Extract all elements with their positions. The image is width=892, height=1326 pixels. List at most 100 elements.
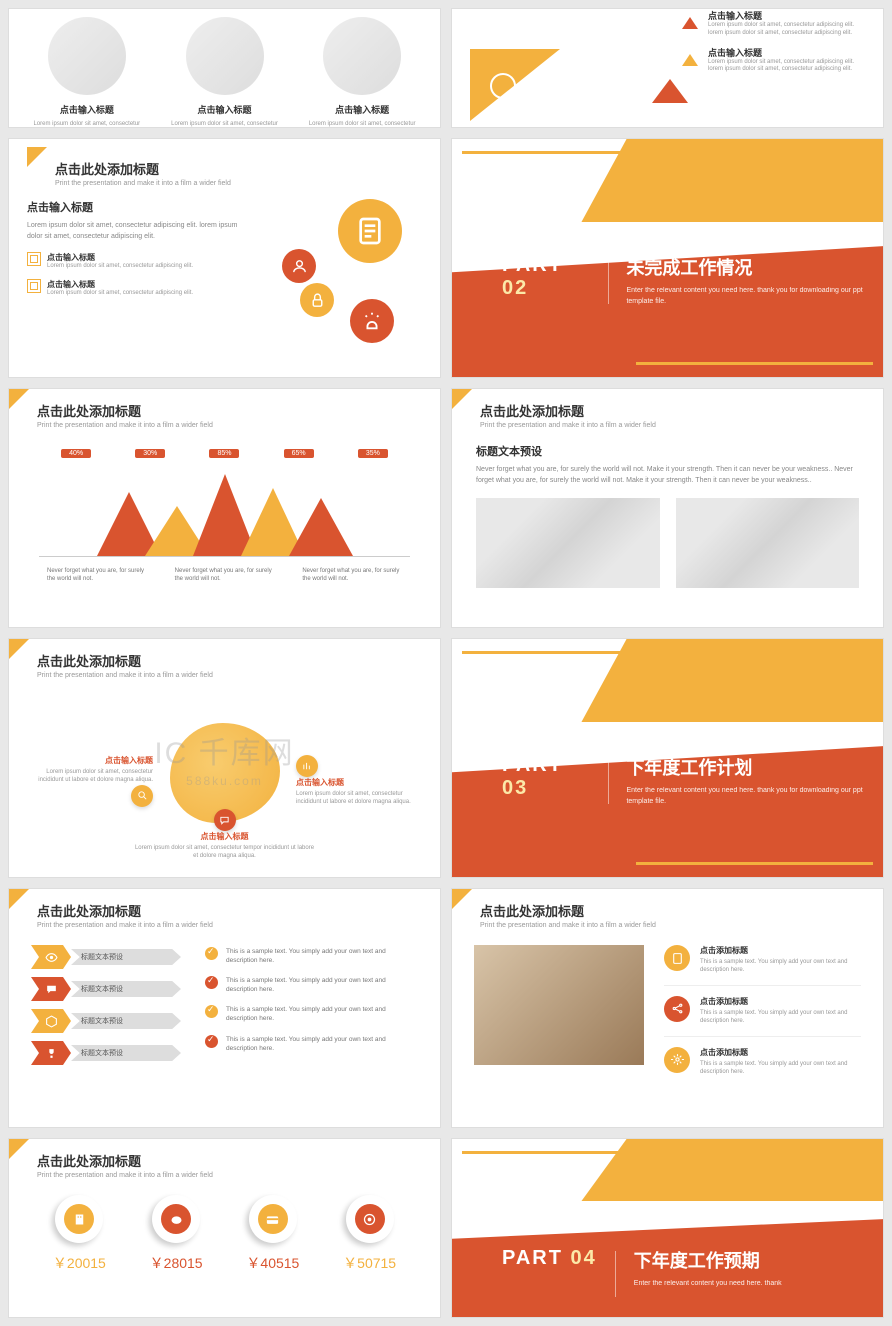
slide-triangle-list: 点击输入标题Lorem ipsum dolor sit amet, consec… — [451, 8, 884, 128]
list-item: 点击添加标题This is a sample text. You simply … — [664, 945, 861, 975]
document-icon — [338, 199, 402, 263]
col-desc: Lorem ipsum dolor sit amet, consectetur … — [302, 120, 422, 128]
section-title: 点击输入标题 — [27, 199, 252, 215]
part-label: PART 02 — [502, 254, 590, 300]
check-text: This is a sample text. You simply add yo… — [226, 1035, 418, 1053]
row-title: 点击输入标题 — [708, 46, 859, 59]
slide-bubbles: 点击此处添加标题Print the presentation and make … — [8, 138, 441, 378]
col-desc: Lorem ipsum dolor sit amet, consectetur … — [27, 120, 147, 128]
trophy-icon — [31, 1041, 71, 1065]
accent-bar — [636, 362, 873, 365]
section-desc: Enter the relevant content you need here… — [634, 1279, 782, 1290]
item-desc: Lorem ipsum dolor sit amet, consectetur … — [47, 263, 193, 271]
image-placeholder — [676, 498, 860, 588]
check-item: This is a sample text. You simply add yo… — [205, 1035, 418, 1053]
arrow-label: 标题文本预设 — [71, 949, 181, 965]
bottom-callout: 点击输入标题 Lorem ipsum dolor sit amet, conse… — [135, 809, 315, 861]
left-callout: 点击输入标题 Lorem ipsum dolor sit amet, conse… — [23, 755, 153, 807]
document-icon — [664, 945, 690, 971]
baseline — [39, 556, 410, 557]
person-icon — [282, 249, 316, 283]
price-value: ￥50715 — [343, 1253, 396, 1273]
section-part-04: PART 04 下年度工作预期 Enter the relevant conte… — [451, 1138, 884, 1318]
price-value: ￥40515 — [246, 1253, 299, 1273]
slide-two-images: 点击此处添加标题 Print the presentation and make … — [451, 388, 884, 628]
check-icon — [205, 1035, 218, 1048]
item-title: 点击添加标题 — [700, 1047, 861, 1058]
price-value: ￥20015 — [53, 1253, 106, 1273]
photo-circle — [186, 17, 264, 95]
col-title: 点击输入标题 — [302, 103, 422, 116]
list-item: 点击添加标题 This is a sample text. You simply … — [664, 996, 861, 1026]
percent-badge: 65% — [284, 449, 314, 458]
check-icon — [205, 976, 218, 989]
chart-note: Never forget what you are, for surely th… — [302, 567, 402, 584]
right-callout: 点击输入标题 Lorem ipsum dolor sit amet, conse… — [296, 755, 426, 807]
image-placeholder — [476, 498, 660, 588]
section-desc: Enter the relevant content you need here… — [626, 286, 883, 307]
slide-peaks-chart: 点击此处添加标题Print the presentation and make … — [8, 388, 441, 628]
square-icon — [27, 252, 41, 266]
section-desc: Enter the relevant content you need here… — [626, 786, 883, 807]
section-para: Lorem ipsum dolor sit amet, consectetur … — [27, 221, 252, 242]
col-desc: Lorem ipsum dolor sit amet, consectetur … — [165, 120, 285, 128]
chart-note: Never forget what you are, for surely th… — [47, 567, 147, 584]
item-desc: This is a sample text. You simply add yo… — [700, 1009, 861, 1026]
section-part-03: PART 03 下年度工作计划 Enter the relevant conte… — [451, 638, 884, 878]
arrow-item: 标题文本预设 — [31, 977, 181, 1001]
part-label: PART 03 — [502, 754, 590, 800]
divider — [664, 1036, 861, 1037]
row-title: 点击输入标题 — [708, 9, 859, 22]
square-icon — [27, 279, 41, 293]
price-card: ￥40515 — [246, 1195, 299, 1273]
percent-badge: 35% — [358, 449, 388, 458]
slide-title: 点击此处添加标题 — [37, 651, 424, 670]
item-title: 点击输入标题 — [47, 252, 193, 263]
bg-shape — [581, 1139, 883, 1201]
section-title: 未完成工作情况 — [626, 254, 883, 280]
search-icon — [131, 785, 153, 807]
callout-desc: Lorem ipsum dolor sit amet, consectetur … — [135, 845, 315, 861]
chat-icon — [31, 977, 71, 1001]
slide-title: 点击此处添加标题 — [37, 1151, 424, 1170]
row-desc: Lorem ipsum dolor sit amet, consectetur … — [708, 59, 859, 75]
sun-icon — [490, 73, 516, 99]
item-title: 点击添加标题 — [700, 996, 861, 1007]
callout-desc: Lorem ipsum dolor sit amet, consectetur … — [23, 769, 153, 785]
price-card: ￥20015 — [53, 1195, 106, 1273]
building-icon — [64, 1204, 94, 1234]
part-label: PART 04 — [502, 1247, 597, 1270]
chart-icon — [296, 755, 318, 777]
piggy-icon — [161, 1204, 191, 1234]
alarm-icon — [350, 299, 394, 343]
bg-shape — [581, 639, 883, 722]
item-desc: This is a sample text. You simply add yo… — [700, 1060, 861, 1077]
slide-title: 点击此处添加标题 — [480, 401, 867, 420]
slide-sub: Print the presentation and make it into … — [37, 672, 424, 679]
slide-image-list: 点击此处添加标题Print the presentation and make … — [451, 888, 884, 1128]
body-para: Never forget what you are, for surely th… — [476, 465, 859, 486]
divider — [664, 985, 861, 986]
callout-desc: Lorem ipsum dolor sit amet, consectetur … — [296, 791, 426, 807]
check-icon — [205, 1005, 218, 1018]
peak-chart — [39, 470, 410, 556]
bg-shape — [581, 139, 883, 222]
slide-blob: 点击此处添加标题 Print the presentation and make … — [8, 638, 441, 878]
peak — [289, 498, 353, 556]
share-icon — [664, 996, 690, 1022]
item-title: 点击添加标题 — [700, 945, 861, 956]
slide-title: 点击此处添加标题 — [55, 159, 406, 178]
card-icon — [258, 1204, 288, 1234]
check-icon — [205, 947, 218, 960]
row-desc: Lorem ipsum dolor sit amet, consectetur … — [708, 22, 859, 38]
price-card: ￥28015 — [150, 1195, 203, 1273]
target-icon — [355, 1204, 385, 1234]
slide-title: 点击此处添加标题 — [37, 901, 424, 920]
check-text: This is a sample text. You simply add yo… — [226, 976, 418, 994]
section-part-02: PART 02 未完成工作情况 Enter the relevant conte… — [451, 138, 884, 378]
divider — [615, 1251, 616, 1297]
price-card: ￥50715 — [343, 1195, 396, 1273]
callout-title: 点击输入标题 — [296, 777, 426, 788]
eye-icon — [31, 945, 71, 969]
slide-sub: Print the presentation and make it into … — [480, 422, 867, 429]
